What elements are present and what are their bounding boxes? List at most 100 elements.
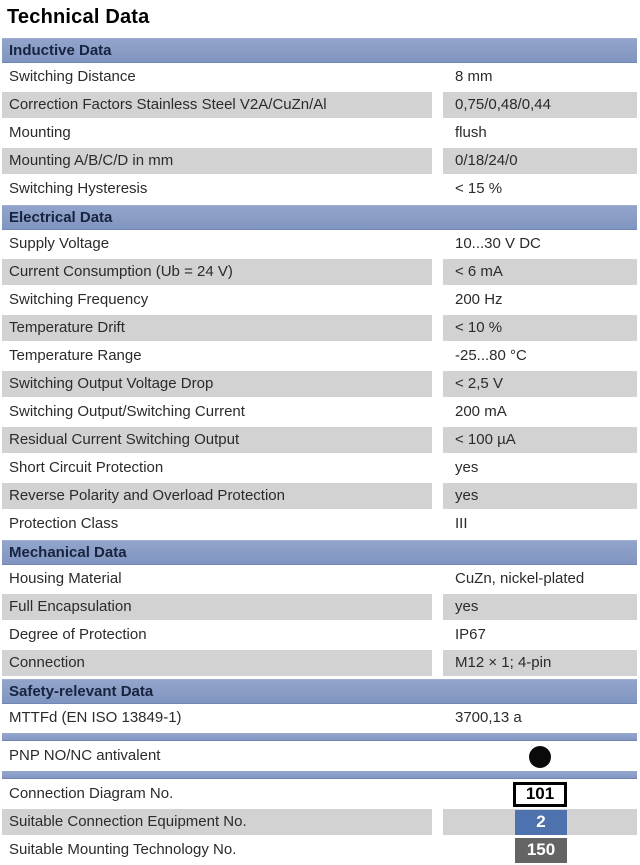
row-value: 2 <box>443 809 637 835</box>
row-label: Temperature Range <box>9 347 142 364</box>
row-value: < 100 µA <box>443 427 637 453</box>
number-badge: 101 <box>513 781 567 807</box>
column-gap <box>432 455 443 481</box>
column-gap <box>432 371 443 397</box>
row-label: Suitable Mounting Technology No. <box>9 841 237 858</box>
column-gap <box>432 287 443 313</box>
column-gap <box>432 120 443 146</box>
numbered-rows-container: Connection Diagram No. 101 Suitable Connec… <box>2 780 638 864</box>
column-gap <box>432 343 443 369</box>
table-row: Switching Distance 8 mm <box>2 63 640 91</box>
data-sections-container: Inductive Data Switching Distance 8 mm Corr… <box>2 38 638 732</box>
column-gap <box>432 781 443 807</box>
row-value: < 10 % <box>443 315 637 341</box>
row-label: Connection Diagram No. <box>9 785 174 802</box>
row-value: flush <box>455 124 487 141</box>
table-row: Switching Output/Switching Current 200 mA <box>2 398 640 426</box>
section-header: Mechanical Data <box>2 540 637 565</box>
column-gap <box>432 148 443 174</box>
column-gap <box>432 566 443 592</box>
row-value: < 15 % <box>455 180 503 197</box>
row-label: Full Encapsulation <box>2 594 432 620</box>
column-gap <box>432 231 443 257</box>
row-label: Protection Class <box>9 515 119 532</box>
table-row: Housing Material CuZn, nickel-plated <box>2 565 640 593</box>
row-label: Switching Distance <box>9 68 136 85</box>
row-value: -25...80 °C <box>455 347 527 364</box>
row-label: PNP NO/NC antivalent <box>9 747 161 764</box>
table-row: Reverse Polarity and Overload Protection… <box>2 482 640 510</box>
row-value: 8 mm <box>455 68 493 85</box>
column-gap <box>432 259 443 285</box>
section-divider-bar <box>2 733 637 741</box>
row-label: Mounting <box>9 124 71 141</box>
table-row: Mounting A/B/C/D in mm 0/18/24/0 <box>2 147 640 175</box>
row-value: 150 <box>443 837 637 863</box>
table-row: Switching Output Voltage Drop < 2,5 V <box>2 370 640 398</box>
table-row: Supply Voltage 10...30 V DC <box>2 230 640 258</box>
row-value: 0,75/0,48/0,44 <box>443 92 637 118</box>
column-gap <box>432 483 443 509</box>
section-header: Safety-relevant Data <box>2 679 637 704</box>
column-gap <box>432 650 443 676</box>
table-row: Switching Frequency 200 Hz <box>2 286 640 314</box>
row-label: Correction Factors Stainless Steel V2A/C… <box>2 92 432 118</box>
row-label: Mounting A/B/C/D in mm <box>2 148 432 174</box>
row-value: < 2,5 V <box>443 371 637 397</box>
column-gap <box>432 511 443 537</box>
row-label: Switching Frequency <box>9 291 149 308</box>
number-badge: 150 <box>515 837 567 863</box>
section-header: Inductive Data <box>2 38 637 63</box>
table-row: Suitable Mounting Technology No. 150 <box>2 836 640 864</box>
row-value: yes <box>443 483 637 509</box>
table-row: Protection Class III <box>2 510 640 538</box>
column-gap <box>432 743 443 769</box>
column-gap <box>432 622 443 648</box>
row-label: Temperature Drift <box>2 315 432 341</box>
row-label: Switching Hysteresis <box>9 180 148 197</box>
row-value: M12 × 1; 4-pin <box>443 650 637 676</box>
row-value: < 6 mA <box>443 259 637 285</box>
row-value: yes <box>455 459 479 476</box>
section-header: Electrical Data <box>2 205 637 230</box>
row-label: Reverse Polarity and Overload Protection <box>2 483 432 509</box>
table-row: Suitable Connection Equipment No. 2 <box>2 808 640 836</box>
row-value: yes <box>443 594 637 620</box>
column-gap <box>432 427 443 453</box>
row-value: CuZn, nickel-plated <box>455 570 585 587</box>
filled-circle-icon <box>529 746 551 768</box>
row-value: 200 mA <box>455 403 507 420</box>
row-label: Housing Material <box>9 570 122 587</box>
row-label: Current Consumption (Ub = 24 V) <box>2 259 432 285</box>
row-label: Residual Current Switching Output <box>2 427 432 453</box>
page-title: Technical Data <box>7 6 150 28</box>
column-gap <box>432 809 443 835</box>
table-row: Full Encapsulation yes <box>2 593 640 621</box>
row-value <box>443 743 637 769</box>
row-label: Switching Output/Switching Current <box>9 403 245 420</box>
table-row-pnp: PNP NO/NC antivalent <box>2 742 640 770</box>
row-label: Switching Output Voltage Drop <box>2 371 432 397</box>
column-gap <box>432 64 443 90</box>
row-value: III <box>455 515 468 532</box>
table-row: Connection M12 × 1; 4-pin <box>2 649 640 677</box>
section-divider-bar <box>2 771 637 779</box>
column-gap <box>432 92 443 118</box>
row-value: IP67 <box>455 626 486 643</box>
table-row: Switching Hysteresis < 15 % <box>2 175 640 203</box>
row-label: Suitable Connection Equipment No. <box>2 809 432 835</box>
number-badge: 2 <box>515 809 567 835</box>
column-gap <box>432 399 443 425</box>
table-row: Mounting flush <box>2 119 640 147</box>
table-row: Short Circuit Protection yes <box>2 454 640 482</box>
row-label: Connection <box>2 650 432 676</box>
table-row: Current Consumption (Ub = 24 V) < 6 mA <box>2 258 640 286</box>
table-row: Connection Diagram No. 101 <box>2 780 640 808</box>
column-gap <box>432 315 443 341</box>
table-row: Temperature Range -25...80 °C <box>2 342 640 370</box>
column-gap <box>432 837 443 863</box>
row-label: MTTFd (EN ISO 13849-1) <box>9 709 182 726</box>
row-value: 3700,13 a <box>455 709 522 726</box>
row-value: 101 <box>443 781 637 807</box>
